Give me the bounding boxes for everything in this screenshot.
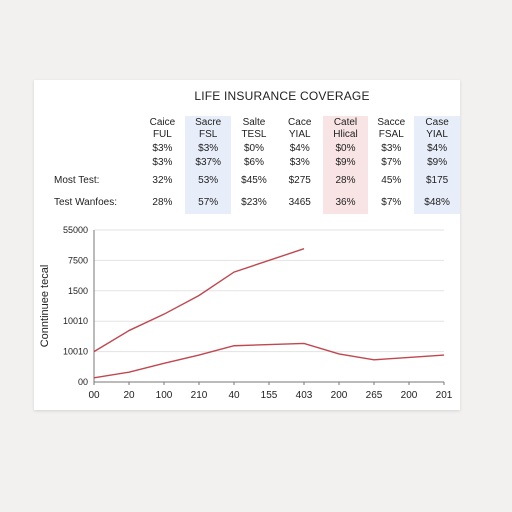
table-cell: $3% (381, 143, 402, 154)
table-column-header: Catel Hlical (322, 116, 369, 142)
x-tick-label: 201 (436, 390, 453, 400)
table-column-header: Case YIAL (414, 116, 460, 142)
x-tick-label: 00 (88, 390, 100, 400)
y-tick-label: 1500 (68, 286, 88, 296)
table-cell: 57% (185, 192, 232, 214)
chart-title: LIFE INSURANCE COVERAGE (194, 89, 370, 103)
table-cell: $3% (152, 157, 173, 168)
y-tick-label: 00 (78, 377, 88, 387)
table-cell: $3% (289, 157, 310, 168)
table-cell: $275 (288, 175, 311, 186)
table-cell: $4% (289, 143, 310, 154)
table-row: Test Wanfoes: 28% 57% $23% 3465 36% $7% … (48, 192, 460, 214)
table-cell: $0% (243, 143, 264, 154)
table-corner-cell (48, 116, 140, 142)
table-cell: $48% (414, 192, 460, 214)
series-line (93, 248, 305, 353)
x-tick-label: 210 (191, 390, 208, 400)
series-line (93, 342, 445, 379)
y-tick-label: 7500 (68, 255, 88, 265)
table-column-header: Caice FUL (149, 117, 176, 140)
table-column-header: Sacre FSL (185, 116, 232, 142)
table-cell: 3465 (288, 197, 311, 208)
x-tick-label: 100 (156, 390, 173, 400)
table-cell: $4% (414, 142, 460, 156)
table-cell: 53% (185, 170, 232, 192)
table-cell: $37% (185, 156, 232, 170)
table-row: Most Test: 32% 53% $45% $275 28% 45% $17… (48, 170, 460, 192)
table-cell: $9% (414, 156, 460, 170)
table-column-header: Salte TESL (241, 117, 267, 140)
y-tick-label: 55000 (63, 225, 88, 235)
x-tick-label: 200 (401, 390, 418, 400)
y-axis-label: Conntinuee tecal (39, 265, 51, 348)
y-tick-label: 10010 (63, 347, 88, 357)
table-cell: 36% (322, 192, 369, 214)
x-tick-label: 200 (331, 390, 348, 400)
table-column-header: Sacce FSAL (377, 117, 406, 140)
x-tick-label: 20 (123, 390, 135, 400)
table-cell: $7% (381, 157, 402, 168)
line-chart: 00 10010 10010 1500 7500 55000 00 20 100 210 40 155… (39, 225, 453, 400)
table-cell: 45% (381, 175, 402, 186)
table-cell: $9% (322, 156, 369, 170)
table-row-label: Most Test: (54, 175, 100, 186)
table-cell: 28% (322, 170, 369, 192)
table-cell: $175 (414, 170, 460, 192)
table-cell: 28% (152, 197, 173, 208)
table-row: $3% $3% $0% $4% $0% $3% $4% (48, 142, 460, 156)
x-tick-label: 40 (228, 390, 240, 400)
table-column-header: Cace YIAL (288, 117, 312, 140)
report-sheet: LIFE INSURANCE COVERAGE Caice FUL Sacre FS… (34, 80, 460, 410)
table-cell: 32% (152, 175, 173, 186)
table-cell: $6% (243, 157, 264, 168)
table-row-label (48, 156, 140, 170)
table-cell: $7% (381, 197, 402, 208)
table-row-label (48, 142, 140, 156)
table-cell: $23% (241, 197, 267, 208)
y-tick-label: 10010 (63, 316, 88, 326)
table-cell: $3% (152, 143, 173, 154)
x-tick-label: 155 (261, 390, 278, 400)
x-tick-label: 265 (366, 390, 383, 400)
table-cell: $45% (241, 175, 267, 186)
table-cell: $3% (185, 142, 232, 156)
x-tick-label: 403 (296, 390, 313, 400)
table-row-label: Test Wanfoes: (54, 197, 117, 208)
coverage-table: Caice FUL Sacre FSL Salte TESL Cace YIAL Cat… (48, 116, 460, 214)
table-cell: $0% (322, 142, 369, 156)
table-header-row: Caice FUL Sacre FSL Salte TESL Cace YIAL Cat… (48, 116, 460, 142)
table-row: $3% $37% $6% $3% $9% $7% $9% (48, 156, 460, 170)
